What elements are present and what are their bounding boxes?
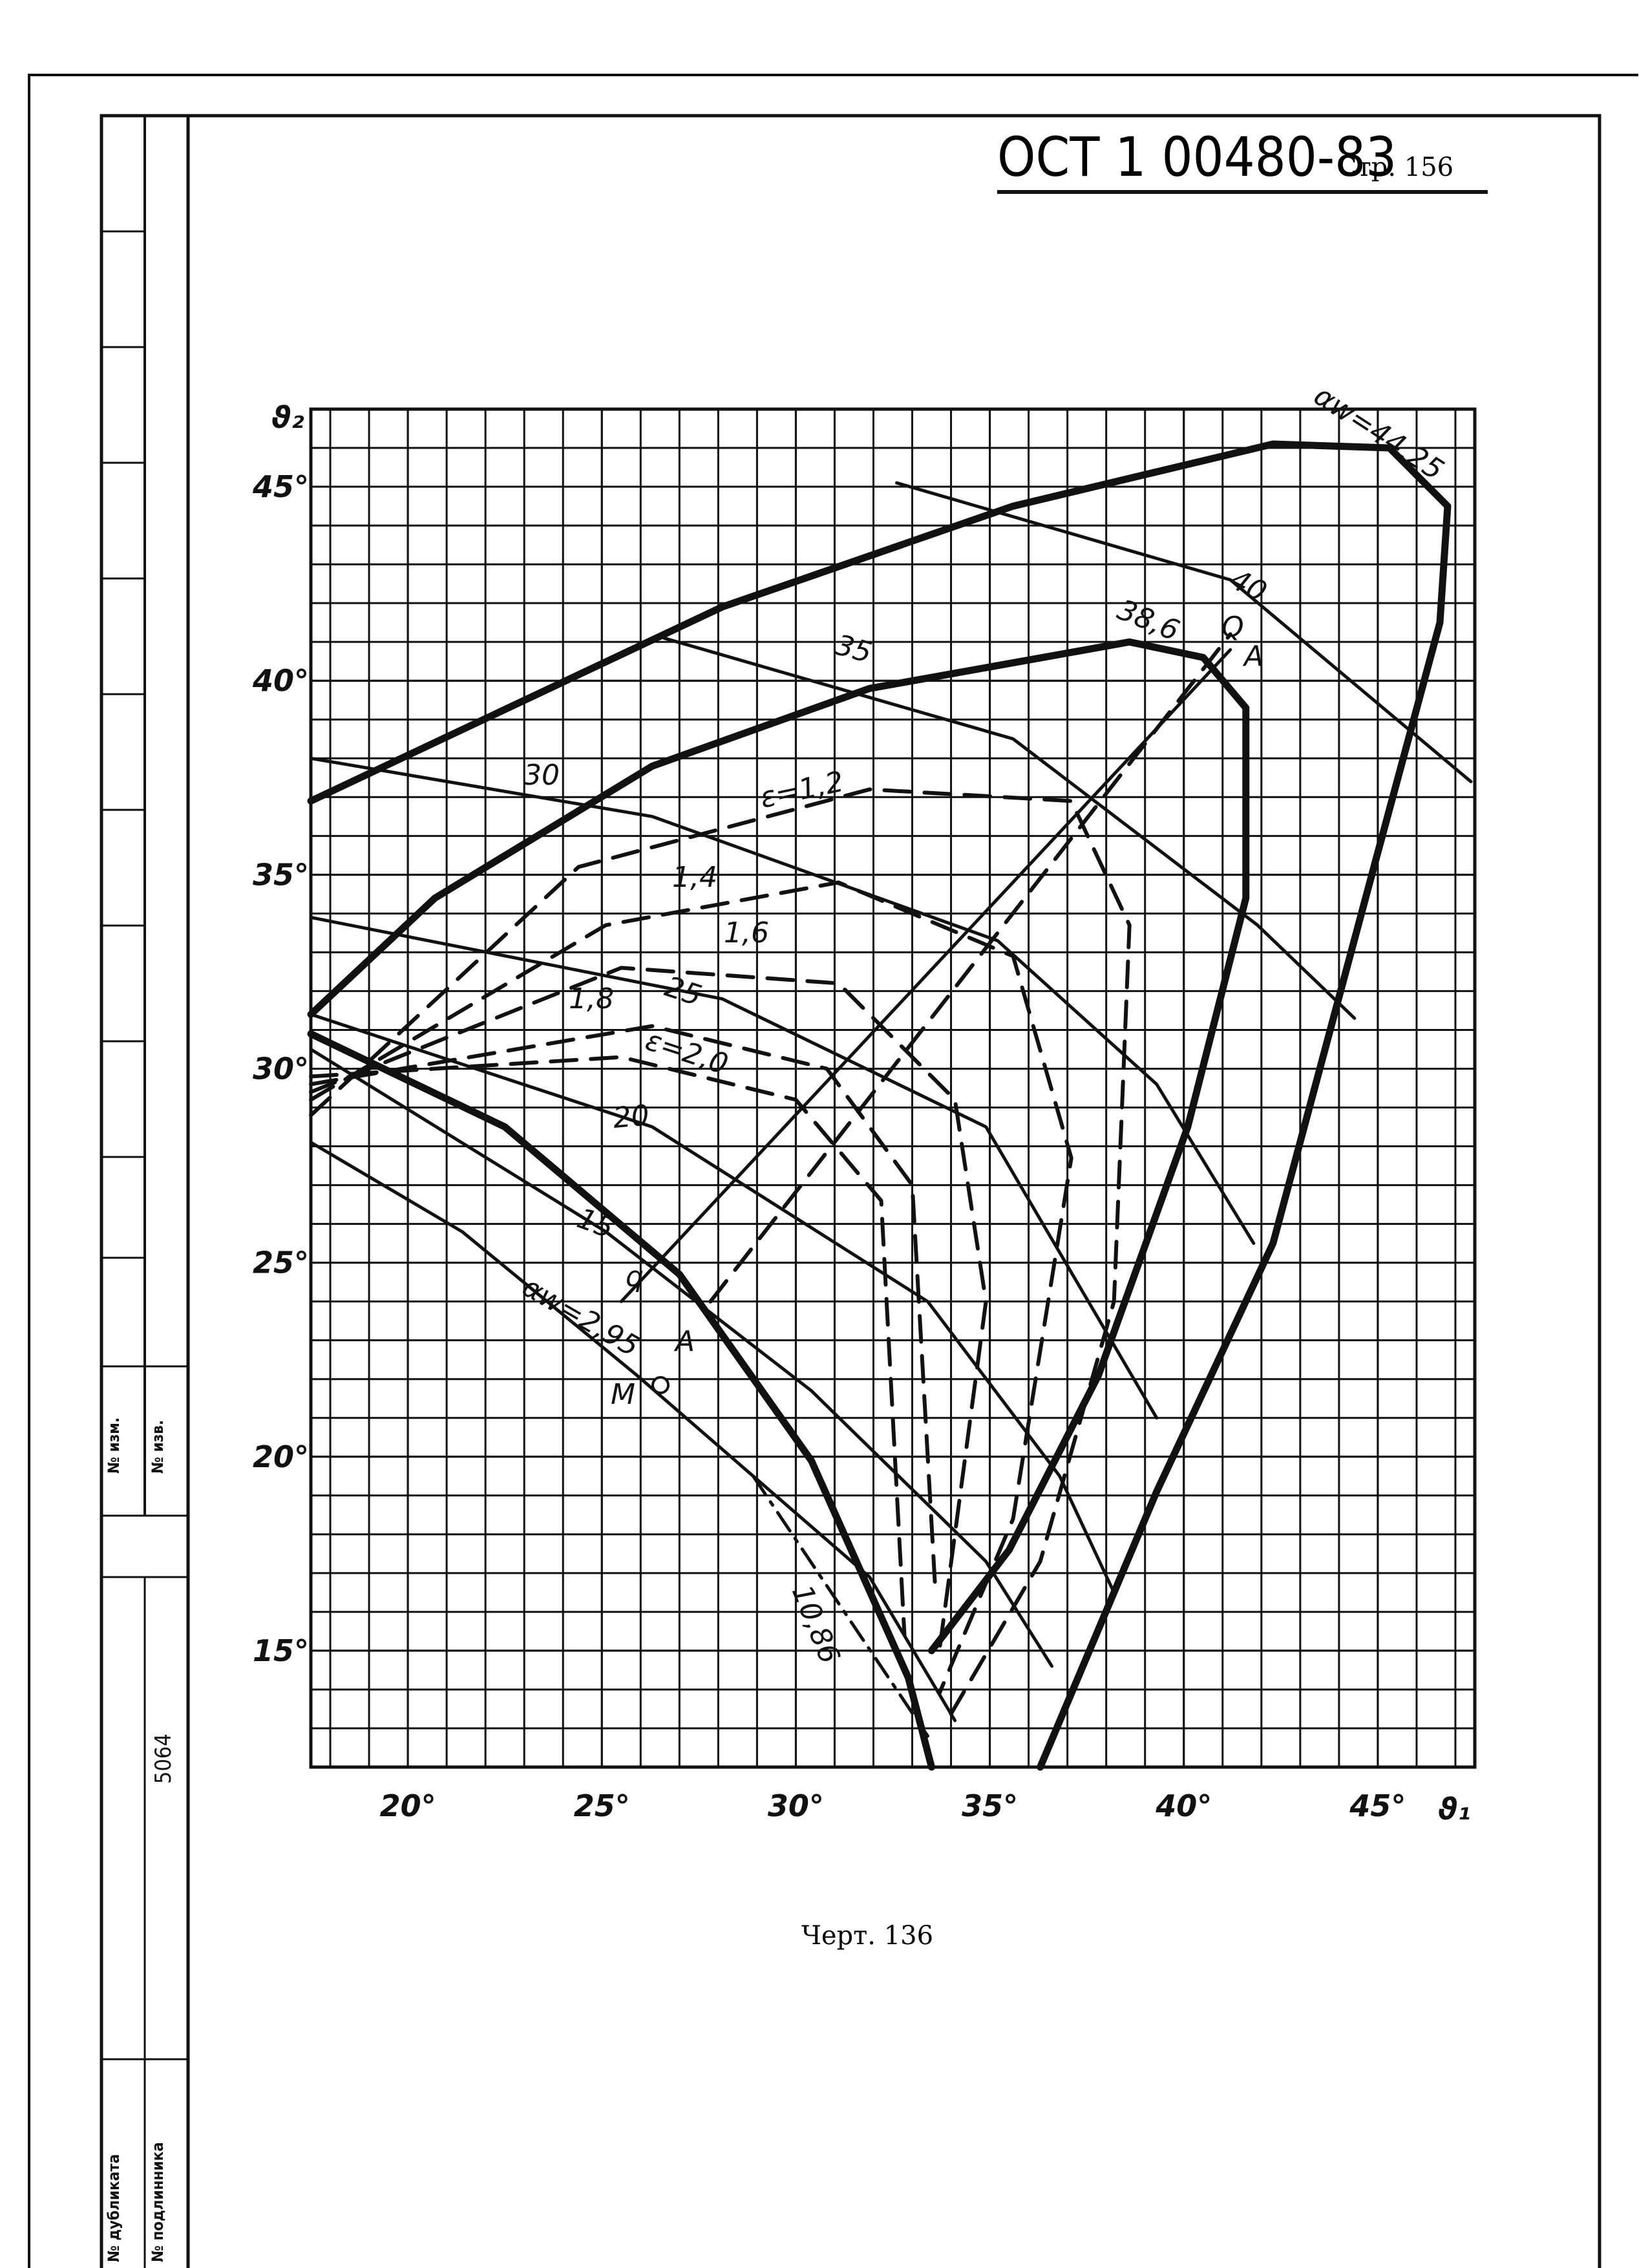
curve-label: 25 xyxy=(661,970,706,1013)
curve-label: 15 xyxy=(573,1202,618,1245)
curve-label: αw=44,25 xyxy=(1308,379,1450,487)
curve-label: 1,4 xyxy=(672,861,717,894)
stamp-change: № изм. xyxy=(105,1417,123,1474)
curve xyxy=(708,632,1232,1304)
curve xyxy=(307,440,1452,1771)
curve-label: 10,86 xyxy=(785,1580,846,1668)
point-label: M xyxy=(611,1378,635,1411)
curve xyxy=(619,648,1232,1304)
standard-code: ОСТ 1 00480-83 xyxy=(997,125,1397,189)
x-tick-label: 25° xyxy=(574,1788,630,1823)
chart: 20° 25° 30° 35° 40° 45° 15° 20° 25° 30° 35° 40° 45° xyxy=(252,407,1477,1823)
point-label: Q xyxy=(1221,611,1244,644)
point-label: q xyxy=(626,1260,644,1293)
curve xyxy=(751,1474,929,1738)
point-label: A xyxy=(673,1325,695,1358)
figure-caption: Черт. 136 xyxy=(801,1921,933,1951)
curve xyxy=(309,1141,957,1722)
curve-label: 40 xyxy=(1225,563,1272,609)
curve-label: 1,6 xyxy=(724,917,769,949)
stamp-notice: № изв. xyxy=(149,1420,167,1474)
page-frame xyxy=(28,74,1638,2268)
curve xyxy=(309,1048,1054,1668)
stamp-inventory: 5064 xyxy=(151,1733,176,1784)
x-tick-label: 20° xyxy=(380,1788,436,1823)
y-tick-label: 40° xyxy=(252,663,309,698)
curve xyxy=(309,966,988,1653)
x-tick-label: 45° xyxy=(1349,1788,1406,1823)
y-tick-label: 25° xyxy=(253,1245,309,1280)
curve xyxy=(309,1024,938,1595)
y-axis-label: ϑ₂ xyxy=(271,400,304,435)
y-tick-label: 45° xyxy=(252,469,309,504)
curve xyxy=(662,636,1357,1020)
curve xyxy=(895,481,1473,783)
curve-label: 35 xyxy=(832,628,875,670)
curve xyxy=(309,756,1256,1245)
curve xyxy=(309,880,1073,1695)
curve xyxy=(309,1055,907,1637)
x-axis-label: ϑ₁ xyxy=(1438,1792,1471,1827)
curve-label: ε=1,2 xyxy=(757,765,847,815)
point-m xyxy=(651,1376,670,1394)
y-tick-label: 20° xyxy=(253,1439,309,1474)
x-tick-label: 30° xyxy=(768,1788,824,1823)
x-tick-label: 40° xyxy=(1155,1788,1212,1823)
point-label: A xyxy=(1242,640,1263,673)
plot-frame xyxy=(309,407,1477,1769)
x-tick-label: 35° xyxy=(962,1788,1018,1823)
y-tick-label: 35° xyxy=(253,857,309,892)
y-tick-label: 30° xyxy=(253,1051,309,1086)
curve-label: 1,8 xyxy=(569,982,614,1015)
curve xyxy=(309,915,1159,1420)
curve xyxy=(307,1030,935,1771)
curve xyxy=(309,787,1132,1722)
stamp-duplicate: № дубликата xyxy=(105,2154,123,2262)
curve xyxy=(309,1012,1116,1595)
stamp-original: № подлинника xyxy=(149,2142,167,2262)
curve-label: 20 xyxy=(612,1099,651,1135)
curve-label: 30 xyxy=(523,759,560,792)
page-number: Стр. 156 xyxy=(1337,153,1453,182)
y-tick-label: 15° xyxy=(253,1633,309,1668)
